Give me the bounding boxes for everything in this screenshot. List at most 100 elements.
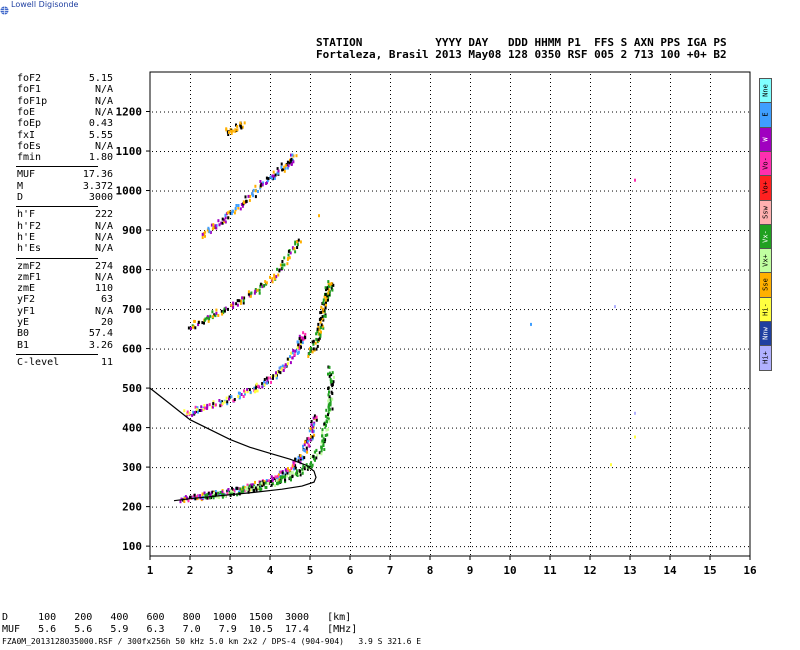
grid-dot xyxy=(670,334,671,335)
grid-dot xyxy=(164,111,165,113)
grid-dot xyxy=(188,190,189,192)
echo-point xyxy=(229,491,232,495)
grid-dot xyxy=(270,246,271,247)
grid-dot xyxy=(460,388,461,390)
grid-dot xyxy=(430,114,431,115)
grid-dot xyxy=(590,162,591,163)
grid-dot xyxy=(670,382,671,383)
echo-point xyxy=(328,408,331,412)
grid-dot xyxy=(510,154,511,155)
grid-dot xyxy=(400,190,401,192)
grid-dot xyxy=(710,498,711,499)
echo-point xyxy=(248,484,251,488)
grid-dot xyxy=(630,402,631,403)
grid-dot xyxy=(204,348,205,350)
grid-dot xyxy=(436,269,437,271)
echo-point xyxy=(192,410,195,414)
grid-dot xyxy=(192,269,193,271)
grid-dot xyxy=(430,554,431,555)
grid-dot xyxy=(270,262,271,263)
grid-dot xyxy=(460,506,461,508)
grid-dot xyxy=(630,398,631,399)
echo-point xyxy=(318,318,321,321)
param-row: fxI 5.55 xyxy=(17,130,113,142)
echo-point xyxy=(315,415,318,419)
echo-point xyxy=(294,466,297,470)
grid-dot xyxy=(184,427,185,429)
grid-dot xyxy=(552,111,553,113)
grid-dot xyxy=(590,258,591,259)
grid-dot xyxy=(432,309,433,311)
grid-dot xyxy=(190,266,191,267)
grid-dot xyxy=(280,230,281,232)
echo-point xyxy=(254,288,257,291)
grid-dot xyxy=(430,282,431,283)
grid-dot xyxy=(408,348,409,350)
grid-dot xyxy=(190,446,191,447)
grid-dot xyxy=(270,302,271,303)
grid-dot xyxy=(470,514,471,515)
grid-dot xyxy=(684,190,685,192)
grid-dot xyxy=(464,467,465,469)
grid-dot xyxy=(630,342,631,343)
grid-dot xyxy=(352,348,353,350)
grid-dot xyxy=(420,190,421,192)
grid-dot xyxy=(630,434,631,435)
grid-dot xyxy=(384,309,385,311)
grid-dot xyxy=(630,338,631,339)
grid-dot xyxy=(630,78,631,79)
grid-dot xyxy=(590,386,591,387)
echo-point xyxy=(251,483,254,487)
grid-dot xyxy=(190,422,191,423)
grid-dot xyxy=(670,150,671,151)
echo-point xyxy=(324,414,327,418)
grid-dot xyxy=(430,154,431,155)
grid-dot xyxy=(670,454,671,455)
grid-dot xyxy=(270,114,271,115)
echo-point xyxy=(239,207,242,211)
grid-dot xyxy=(550,270,551,271)
grid-dot xyxy=(430,342,431,343)
grid-dot xyxy=(670,530,671,531)
grid-dot xyxy=(560,348,561,350)
grid-dot xyxy=(550,242,551,243)
grid-dot xyxy=(464,151,465,153)
echo-point xyxy=(245,199,248,203)
grid-dot xyxy=(284,309,285,311)
grid-dot xyxy=(230,222,231,223)
grid-dot xyxy=(704,467,705,469)
grid-dot xyxy=(310,290,311,291)
echo-point xyxy=(326,433,329,437)
grid-dot xyxy=(436,151,437,153)
echo-point xyxy=(288,161,291,165)
echo-point xyxy=(220,309,223,313)
grid-dot xyxy=(712,506,713,508)
grid-dot xyxy=(672,467,673,469)
grid-dot xyxy=(656,230,657,232)
grid-dot xyxy=(372,388,373,390)
echo-point xyxy=(311,463,314,467)
grid-dot xyxy=(430,126,431,127)
grid-dot xyxy=(550,334,551,335)
grid-dot xyxy=(452,467,453,469)
grid-dot xyxy=(550,174,551,175)
grid-dot xyxy=(660,190,661,192)
param-value: N/A xyxy=(94,243,113,255)
grid-dot xyxy=(280,151,281,153)
grid-dot xyxy=(510,306,511,307)
grid-dot xyxy=(710,510,711,511)
grid-dot xyxy=(204,151,205,153)
grid-dot xyxy=(272,348,273,350)
echo-point xyxy=(209,493,212,497)
echo-point xyxy=(224,216,227,220)
echo-point xyxy=(284,475,287,479)
grid-dot xyxy=(632,388,633,390)
grid-dot xyxy=(484,230,485,232)
grid-dot xyxy=(504,269,505,271)
param-value: 222 xyxy=(94,209,113,221)
echo-point xyxy=(265,376,268,380)
grid-dot xyxy=(188,348,189,350)
grid-dot xyxy=(230,274,231,275)
grid-dot xyxy=(670,270,671,271)
echo-point xyxy=(299,454,302,458)
